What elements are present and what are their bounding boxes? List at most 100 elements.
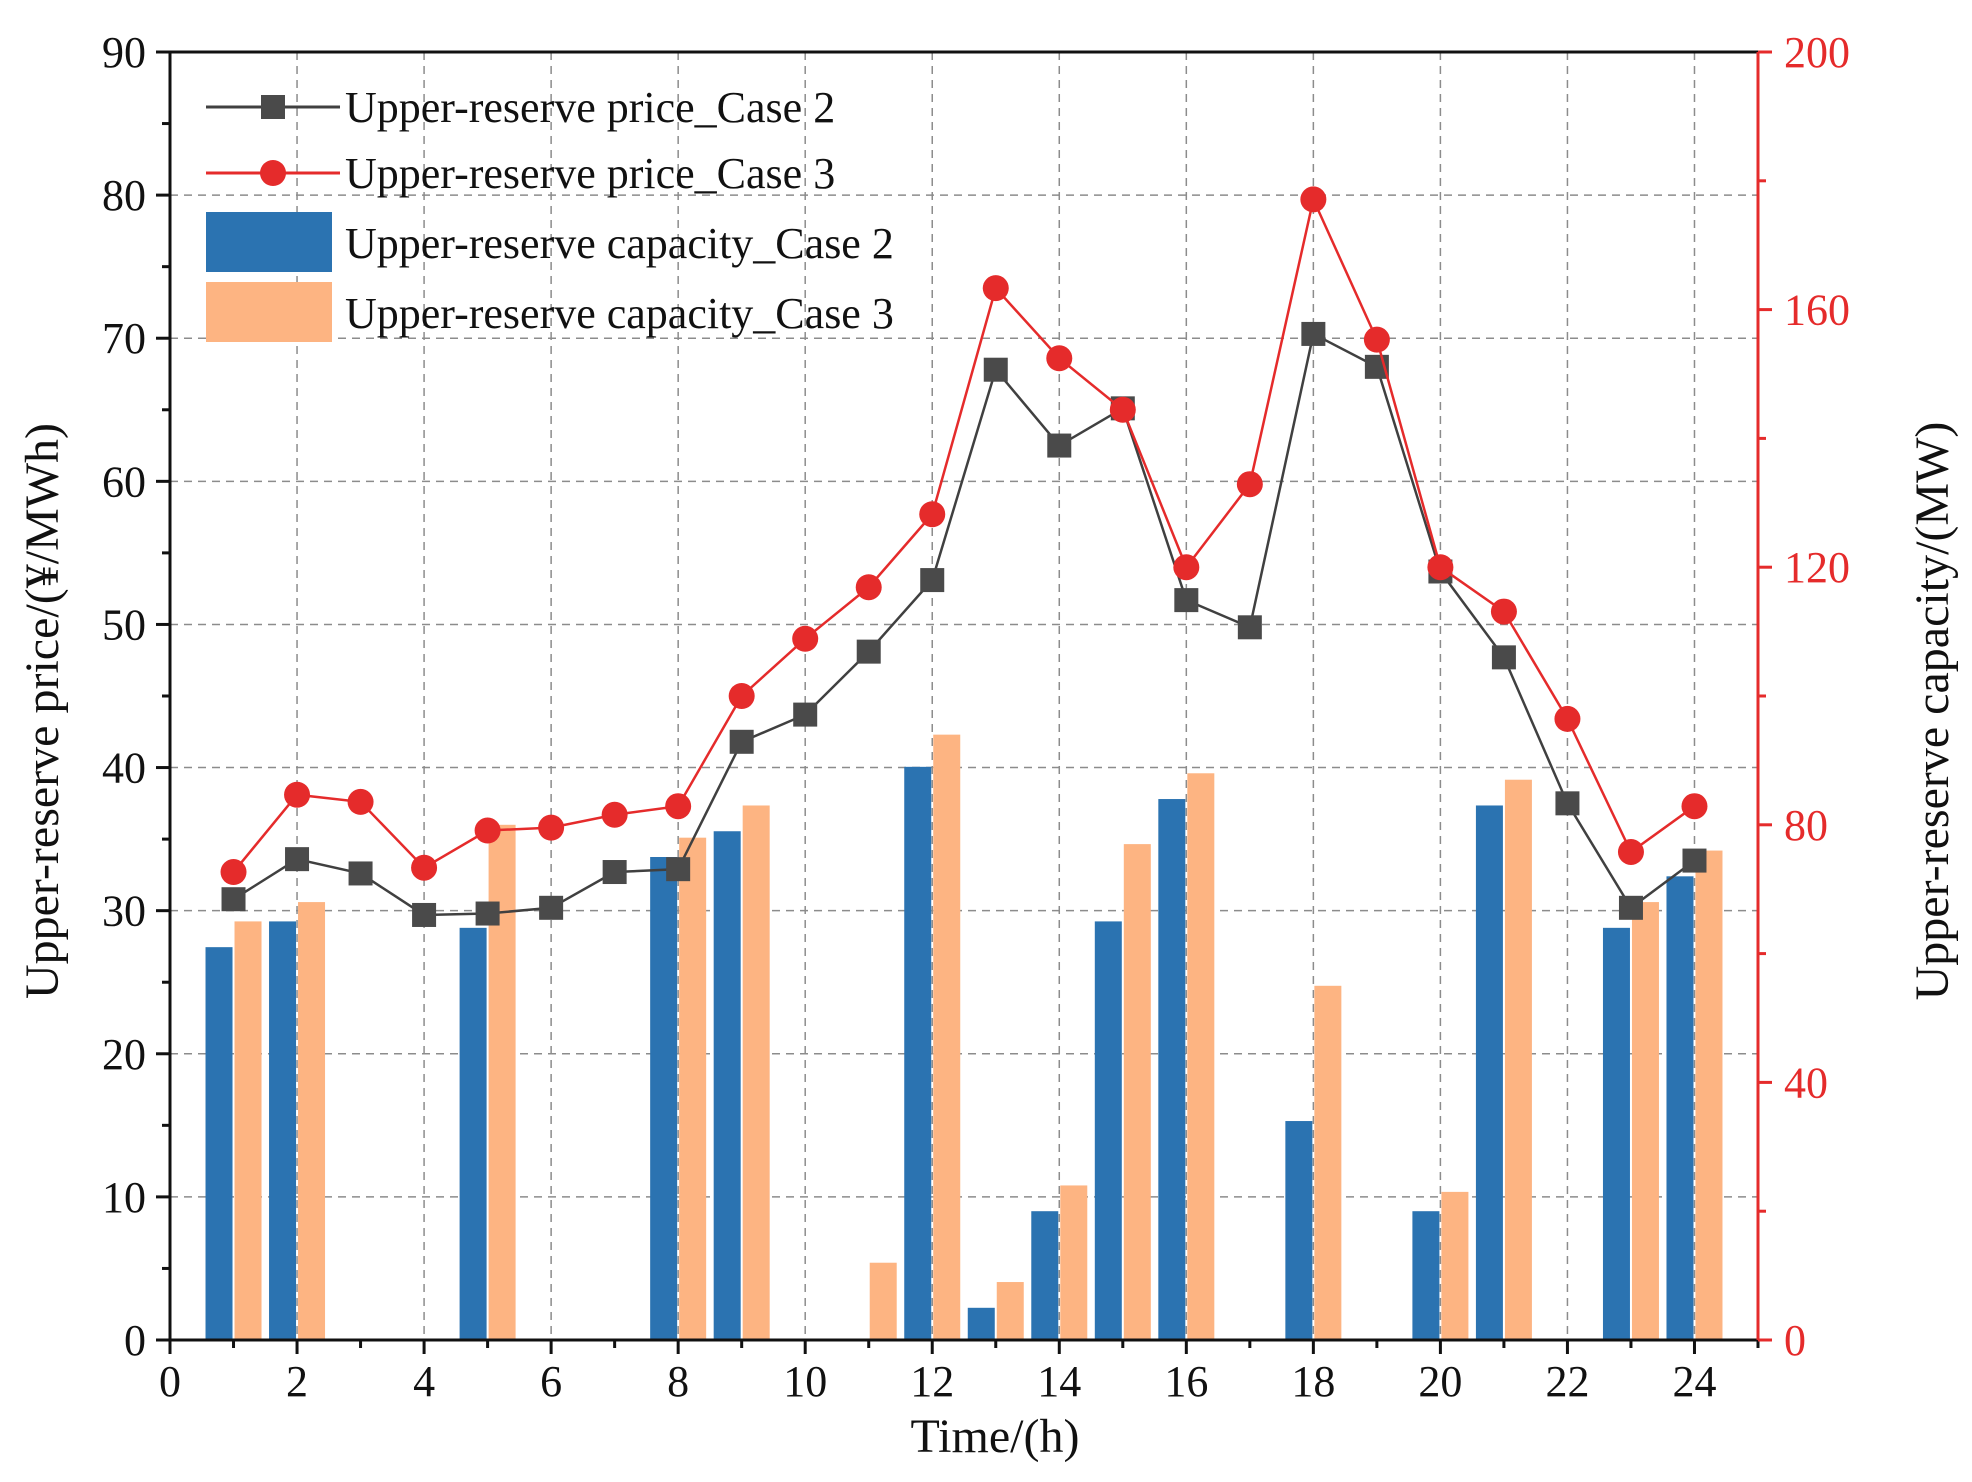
point-price-case2-t22	[1555, 791, 1580, 816]
point-price-case3-t22	[1554, 705, 1581, 732]
y-left-tick-label-0: 0	[124, 1316, 146, 1365]
bar-capacity-case3-t20	[1441, 1191, 1469, 1340]
point-price-case2-t8	[666, 857, 691, 882]
point-price-case3-t5	[474, 817, 501, 844]
point-price-case3-t7	[601, 801, 628, 828]
legend-swatch-capacity-case3	[206, 282, 332, 342]
bar-capacity-case3-t1	[234, 921, 262, 1340]
bar-capacity-case2-t13	[967, 1307, 995, 1340]
x-tick-label-22: 22	[1545, 1357, 1589, 1406]
x-tick-label-18: 18	[1291, 1357, 1335, 1406]
point-price-case3-t15	[1109, 396, 1136, 423]
bars-layer	[205, 734, 1723, 1340]
legend-item-price-case3: Upper-reserve price_Case 3	[206, 149, 835, 198]
point-price-case2-t4	[412, 902, 437, 927]
y-left-tick-label-90: 90	[102, 28, 146, 77]
bar-capacity-case3-t18	[1314, 985, 1342, 1340]
point-price-case3-t3	[347, 788, 374, 815]
y-right-tick-label-200: 200	[1784, 28, 1850, 77]
y-axis-left-title: Upper-reserve price/(¥/MWh)	[16, 423, 69, 999]
point-price-case2-t18	[1301, 321, 1326, 346]
bar-capacity-case3-t9	[742, 805, 770, 1340]
x-tick-label-8: 8	[667, 1357, 689, 1406]
point-price-case2-t9	[729, 729, 754, 754]
legend-swatch-price-case2	[261, 95, 285, 119]
legend-label-price-case3: Upper-reserve price_Case 3	[345, 149, 835, 198]
point-price-case3-t17	[1236, 471, 1263, 498]
x-tick-label-0: 0	[159, 1357, 181, 1406]
point-price-case2-t3	[348, 861, 373, 886]
x-tick-label-2: 2	[286, 1357, 308, 1406]
y-left-tick-label-30: 30	[102, 887, 146, 936]
legend-label-capacity-case2: Upper-reserve capacity_Case 2	[345, 219, 894, 268]
point-price-case2-t7	[602, 860, 627, 885]
bar-capacity-case2-t20	[1412, 1211, 1440, 1340]
bar-capacity-case3-t11	[869, 1262, 897, 1340]
point-price-case3-t20	[1427, 554, 1454, 581]
x-tick-label-24: 24	[1672, 1357, 1716, 1406]
bar-capacity-case2-t8	[650, 857, 678, 1340]
legend-label-capacity-case3: Upper-reserve capacity_Case 3	[345, 289, 894, 338]
bar-capacity-case3-t8	[679, 837, 707, 1340]
point-price-case2-t23	[1618, 895, 1643, 920]
x-tick-label-14: 14	[1037, 1357, 1081, 1406]
point-price-case3-t4	[411, 854, 438, 881]
x-tick-label-6: 6	[540, 1357, 562, 1406]
point-price-case2-t24	[1682, 848, 1707, 873]
legend-label-price-case2: Upper-reserve price_Case 2	[345, 83, 835, 132]
bar-capacity-case3-t15	[1123, 844, 1151, 1340]
bar-capacity-case2-t15	[1094, 921, 1122, 1340]
point-price-case2-t5	[475, 901, 500, 926]
x-tick-label-20: 20	[1418, 1357, 1462, 1406]
legend-swatch-capacity-case2	[206, 212, 332, 272]
point-price-case2-t2	[285, 847, 310, 872]
point-price-case3-t2	[284, 781, 311, 808]
point-price-case3-t8	[665, 793, 692, 820]
y-axis-right-title: Upper-reserve capacity/(MW)	[1906, 422, 1959, 1001]
point-price-case3-t16	[1173, 554, 1200, 581]
point-price-case3-t11	[855, 574, 882, 601]
point-price-case3-t19	[1363, 326, 1390, 353]
point-price-case3-t13	[982, 275, 1009, 302]
point-price-case2-t14	[1047, 433, 1072, 458]
bar-capacity-case3-t12	[933, 734, 961, 1340]
point-price-case3-t10	[792, 625, 819, 652]
bar-capacity-case2-t18	[1285, 1121, 1313, 1340]
y-right-tick-label-0: 0	[1784, 1316, 1806, 1365]
y-right-tick-label-80: 80	[1784, 801, 1828, 850]
point-price-case2-t1	[221, 887, 246, 912]
x-tick-label-10: 10	[783, 1357, 827, 1406]
point-price-case2-t17	[1237, 615, 1262, 640]
x-tick-label-16: 16	[1164, 1357, 1208, 1406]
y-left-tick-label-40: 40	[102, 744, 146, 793]
point-price-case2-t13	[983, 357, 1008, 382]
point-price-case3-t21	[1490, 598, 1517, 625]
y-left-tick-label-10: 10	[102, 1173, 146, 1222]
point-price-case3-t18	[1300, 186, 1327, 213]
legend-item-price-case2: Upper-reserve price_Case 2	[206, 83, 835, 132]
x-axis-title: Time/(h)	[911, 1410, 1080, 1463]
bar-capacity-case3-t24	[1695, 850, 1723, 1340]
x-tick-label-12: 12	[910, 1357, 954, 1406]
bar-capacity-case2-t21	[1475, 805, 1503, 1340]
point-price-case2-t6	[539, 895, 564, 920]
bar-capacity-case2-t24	[1666, 876, 1694, 1340]
y-right-tick-label-120: 120	[1784, 543, 1850, 592]
y-left-tick-label-50: 50	[102, 600, 146, 649]
point-price-case2-t21	[1491, 645, 1516, 670]
y-left-tick-label-60: 60	[102, 457, 146, 506]
legend-item-capacity-case3: Upper-reserve capacity_Case 3	[206, 282, 894, 342]
bar-capacity-case2-t14	[1031, 1211, 1059, 1340]
lines-layer	[220, 186, 1708, 927]
bar-capacity-case2-t23	[1602, 927, 1630, 1340]
bar-capacity-case3-t16	[1187, 773, 1215, 1340]
legend: Upper-reserve price_Case 2 Upper-reserve…	[206, 83, 894, 342]
bar-capacity-case2-t5	[459, 927, 487, 1340]
y-left-tick-label-70: 70	[102, 314, 146, 363]
point-price-case2-t10	[793, 702, 818, 727]
point-price-case2-t16	[1174, 588, 1199, 613]
x-tick-label-4: 4	[413, 1357, 435, 1406]
bar-capacity-case2-t1	[205, 947, 233, 1340]
point-price-case2-t12	[920, 568, 945, 593]
